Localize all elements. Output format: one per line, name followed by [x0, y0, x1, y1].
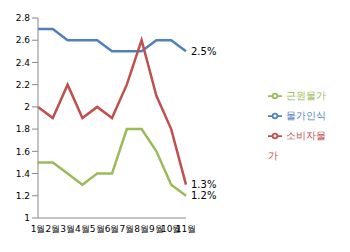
svg-text:2: 2: [24, 102, 30, 112]
svg-text:1.8: 1.8: [16, 124, 31, 134]
html-text:물가인식: 물가인식: [286, 110, 326, 121]
html-text:소비자물가: 소비자물가: [268, 130, 326, 161]
svg-text:10월: 10월: [161, 224, 182, 235]
svg-text:2월: 2월: [45, 224, 60, 234]
svg-text:6월: 6월: [105, 224, 120, 234]
svg-text:3월: 3월: [60, 224, 75, 234]
svg-text:2.8: 2.8: [16, 13, 31, 23]
svg-text:1.2%: 1.2%: [191, 190, 216, 201]
svg-text:1.3%: 1.3%: [191, 179, 216, 190]
svg-text:2.6: 2.6: [16, 35, 31, 45]
svg-text:4월: 4월: [75, 224, 90, 234]
svg-text:2.2: 2.2: [16, 80, 30, 90]
svg-text:7월: 7월: [119, 224, 134, 234]
svg-text:2.4: 2.4: [16, 58, 31, 68]
svg-text:1.6: 1.6: [16, 147, 31, 157]
svg-text:8월: 8월: [134, 224, 149, 234]
svg-text:1.2: 1.2: [16, 191, 30, 201]
svg-text:1월: 1월: [31, 224, 46, 234]
svg-text:5월: 5월: [90, 224, 105, 234]
html-text:근원물가: 근원물가: [286, 90, 326, 101]
svg-text:1: 1: [24, 213, 30, 223]
svg-text:1.4: 1.4: [16, 169, 31, 179]
svg-text:11월: 11월: [176, 224, 196, 234]
svg-text:2.5%: 2.5%: [191, 46, 216, 57]
svg-text:9월: 9월: [149, 224, 164, 235]
